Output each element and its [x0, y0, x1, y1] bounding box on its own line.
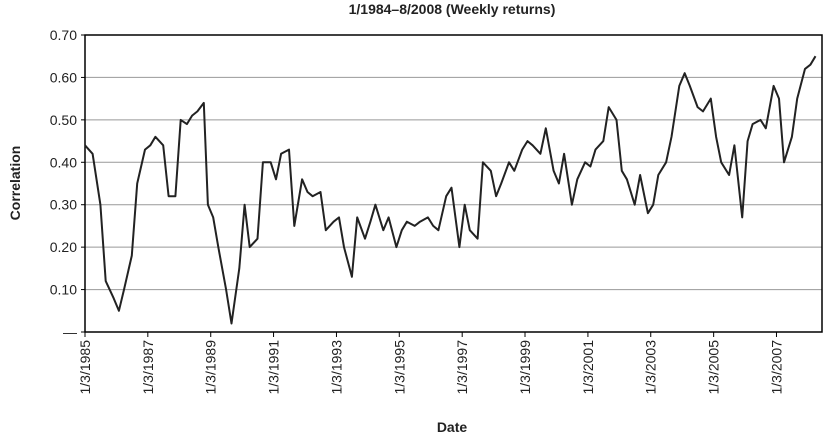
y-tick-label: 0.10 — [50, 282, 77, 298]
x-tick-label: 1/3/1995 — [391, 340, 407, 395]
x-tick-label: 1/3/2001 — [580, 340, 596, 395]
y-tick-label: 0.50 — [50, 112, 77, 128]
x-tick-label: 1/3/1987 — [140, 340, 156, 395]
x-tick-label: 1/3/1999 — [517, 340, 533, 395]
x-tick-label: 1/3/1991 — [266, 340, 282, 395]
x-tick-label: 1/3/1997 — [454, 340, 470, 395]
y-tick-label: 0.40 — [50, 154, 77, 170]
chart-title: 1/1984–8/2008 (Weekly returns) — [349, 1, 556, 17]
y-tick-label: 0.30 — [50, 197, 77, 213]
y-tick-label: — — [63, 324, 77, 340]
plot-frame — [84, 34, 823, 333]
x-tick-label: 1/3/1985 — [77, 340, 93, 395]
y-tick-label: 0.70 — [50, 27, 77, 43]
data-line — [84, 55, 817, 325]
y-tick-label: 0.20 — [50, 239, 77, 255]
x-tick-label: 1/3/2005 — [706, 340, 722, 395]
y-tick-label: 0.60 — [50, 69, 77, 85]
x-tick-label: 1/3/2007 — [768, 340, 784, 395]
y-axis-label: Correlation — [7, 146, 23, 221]
x-tick-label: 1/3/1989 — [203, 340, 219, 395]
x-tick-label: 1/3/1993 — [328, 340, 344, 395]
x-tick-label: 1/3/2003 — [643, 340, 659, 395]
x-axis-label: Date — [437, 419, 468, 435]
